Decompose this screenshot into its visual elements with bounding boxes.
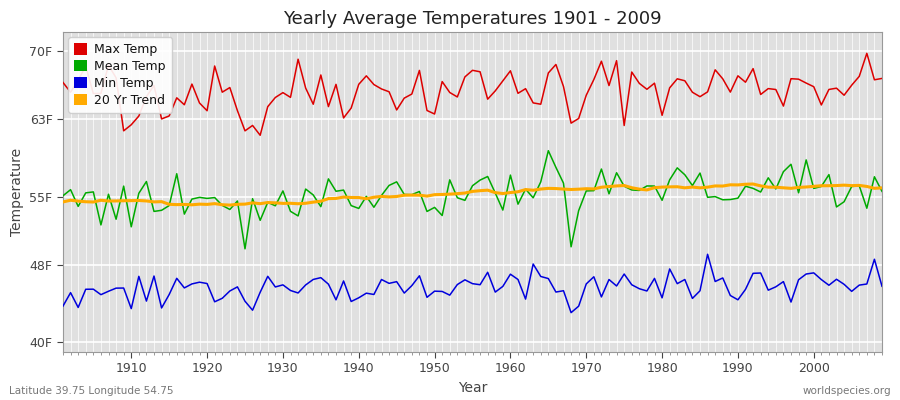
Text: Latitude 39.75 Longitude 54.75: Latitude 39.75 Longitude 54.75 xyxy=(9,386,174,396)
Title: Yearly Average Temperatures 1901 - 2009: Yearly Average Temperatures 1901 - 2009 xyxy=(284,10,662,28)
Y-axis label: Temperature: Temperature xyxy=(10,148,24,236)
Legend: Max Temp, Mean Temp, Min Temp, 20 Yr Trend: Max Temp, Mean Temp, Min Temp, 20 Yr Tre… xyxy=(68,37,172,113)
Text: worldspecies.org: worldspecies.org xyxy=(803,386,891,396)
X-axis label: Year: Year xyxy=(458,381,487,395)
